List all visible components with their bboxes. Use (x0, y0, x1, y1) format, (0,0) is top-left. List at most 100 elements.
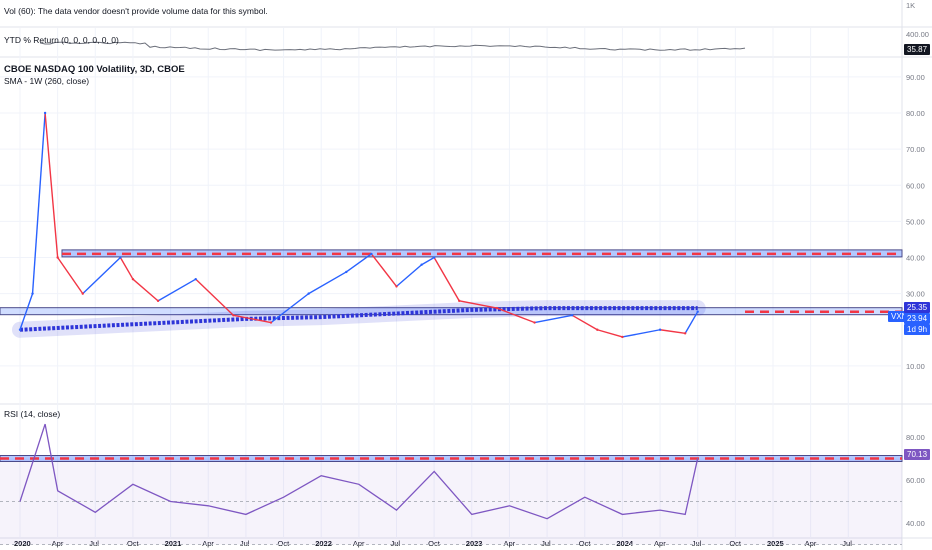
price-segment (31, 112, 46, 294)
price-segment (659, 329, 686, 335)
time-axis-label: 2025 (767, 539, 784, 548)
volume-legend[interactable]: Vol (60): The data vendor doesn't provid… (4, 6, 268, 16)
price-segment (534, 314, 573, 324)
time-axis-label: Apr (52, 539, 64, 548)
ytd-return-line (39, 41, 746, 52)
price-point (621, 335, 624, 339)
ytd-legend[interactable]: YTD % Return (0, 0, 0, 0, 0, 0) (4, 35, 119, 45)
price-segment (44, 112, 59, 258)
price-segment (459, 300, 498, 309)
price-point (307, 292, 310, 295)
price-segment (57, 257, 84, 295)
time-axis-label: Apr (654, 539, 666, 548)
price-segment (370, 253, 398, 287)
sma-value-tag: 25.35 (904, 302, 931, 313)
countdown-tag: 1d 9h (904, 324, 931, 335)
price-point (696, 310, 699, 313)
time-axis-label: Apr (202, 539, 214, 548)
price-point (683, 332, 687, 335)
time-axis-label: Oct (428, 539, 441, 548)
price-segment (157, 278, 197, 302)
ytd-scale-tick: 400.00 (906, 30, 929, 39)
price-point (119, 256, 122, 259)
price-segment (308, 271, 347, 295)
sma-legend[interactable]: SMA - 1W (260, close) (4, 76, 90, 86)
main-scale-tick: 60.00 (906, 181, 925, 190)
price-segment (396, 264, 423, 287)
price-point (432, 256, 436, 259)
main-scale-tick: 50.00 (906, 217, 925, 226)
time-axis-label: Jul (89, 539, 99, 548)
time-axis: 2020 Apr Jul Oct 2021 Apr Jul Oct 2022 Apr Jul Oct 2… (14, 539, 852, 548)
time-axis-label: Oct (579, 539, 592, 548)
price-point (596, 328, 599, 331)
price-point (232, 314, 235, 317)
rsi-line (19, 423, 699, 520)
time-axis-label: Jul (240, 539, 250, 548)
price-segment (132, 278, 159, 302)
price-point (533, 321, 536, 324)
main-scale-tick: 40.00 (906, 254, 925, 263)
price-point (658, 328, 662, 331)
price-segment (433, 257, 460, 302)
last-price-tag: 23.94 (904, 313, 931, 324)
price-segment (233, 314, 272, 324)
price-point (43, 111, 47, 115)
price-point (370, 252, 373, 256)
price-segment (496, 307, 535, 324)
time-axis-label: Oct (278, 539, 291, 548)
main-scale-tick: 70.00 (906, 145, 925, 154)
time-axis-label: 2020 (14, 539, 31, 548)
price-point (458, 299, 461, 303)
time-axis-label: Apr (353, 539, 365, 548)
price-point (345, 270, 348, 274)
time-axis-label: Apr (503, 539, 515, 548)
rsi-legend[interactable]: RSI (14, close) (4, 409, 61, 419)
time-axis-label: 2024 (616, 539, 634, 548)
time-axis-label: Jul (842, 539, 852, 548)
price-segment (195, 278, 234, 316)
price-point (131, 277, 135, 281)
price-point (571, 314, 574, 317)
time-axis-label: Oct (729, 539, 742, 548)
price-point (420, 263, 423, 266)
price-segment (345, 253, 372, 273)
time-axis-label: Jul (692, 539, 702, 548)
price-point (156, 299, 160, 303)
time-axis-label: Jul (541, 539, 551, 548)
main-scale-tick: 10.00 (906, 362, 925, 371)
support-resistance-zones (0, 249, 903, 316)
price-segment (19, 293, 34, 330)
price-segment (571, 314, 598, 331)
volume-scale-tick: 1K (906, 1, 915, 10)
price-segment (622, 329, 661, 338)
price-point (194, 277, 197, 281)
sma-line (19, 306, 698, 332)
time-axis-label: 2021 (165, 539, 182, 548)
price-segment (597, 329, 623, 338)
price-segment (684, 311, 699, 334)
price-point (56, 256, 59, 259)
time-axis-label: Apr (805, 539, 817, 548)
price-segment (82, 256, 121, 295)
time-axis-label: Jul (391, 539, 401, 548)
main-title[interactable]: CBOE NASDAQ 100 Volatility, 3D, CBOE (4, 64, 185, 75)
rsi-scale-tick: 60.00 (906, 476, 925, 485)
price-segment (270, 293, 310, 324)
main-scale-tick: 30.00 (906, 290, 925, 299)
main-scale-tick: 80.00 (906, 109, 925, 118)
price-point (31, 292, 34, 295)
ytd-value-tag: 35.87 (904, 44, 931, 55)
price-segment (421, 256, 435, 266)
symbol-tag: VXN (888, 311, 911, 322)
rsi-value-tag: 70.13 (904, 449, 931, 460)
time-axis-label: 2023 (466, 539, 483, 548)
price-scales: 90.00 80.00 70.00 60.00 50.00 40.00 30.00 10.00… (906, 1, 929, 528)
main-scale-tick: 90.00 (906, 73, 925, 82)
price-series (18, 111, 699, 339)
price-point (269, 321, 273, 324)
rsi-scale-tick: 80.00 (906, 433, 925, 442)
